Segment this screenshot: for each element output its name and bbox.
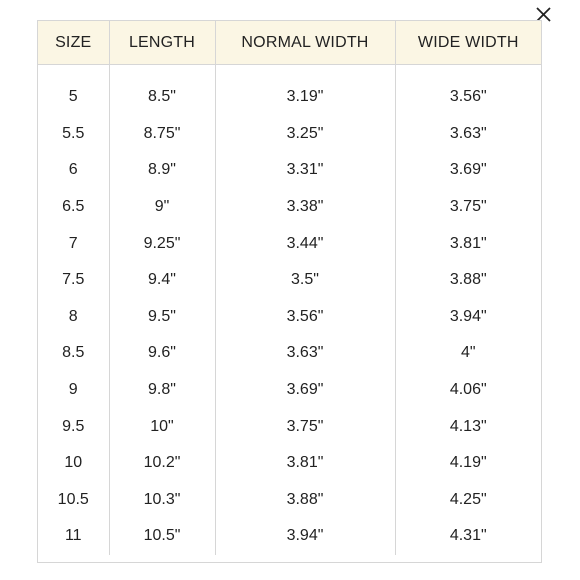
table-row: 9.5 10" 3.75" 4.13" <box>38 408 541 445</box>
normal-width-cell: 3.38" <box>214 188 395 226</box>
normal-width-cell: 3.81" <box>214 444 395 482</box>
wide-width-cell: 3.56" <box>394 64 541 116</box>
wide-width-cell: 3.94" <box>394 298 541 336</box>
wide-width-cell: 3.88" <box>394 261 541 299</box>
size-cell: 5 <box>68 88 78 106</box>
length-cell: 10.3" <box>108 481 215 519</box>
wide-width-cell: 3.81" <box>394 225 541 262</box>
normal-width-cell: 3.69" <box>214 371 395 409</box>
wide-width-cell: 3.63" <box>394 115 541 153</box>
table-row: 5 8.5" 3.19" 3.56" <box>38 64 541 116</box>
table-row: 5.5 8.75" 3.25" 3.63" <box>38 115 541 153</box>
wide-width-cell: 4.06" <box>394 371 541 409</box>
table-row: 11 10.5" 3.94" 4.31" <box>38 518 541 555</box>
wide-width-cell: 3.75" <box>394 188 541 226</box>
wide-width-cell: 4.13" <box>394 408 541 445</box>
table-row: 7.5 9.4" 3.5" 3.88" <box>38 261 541 299</box>
length-cell: 10.2" <box>108 444 215 482</box>
size-cell: 9.5 <box>62 417 85 435</box>
table-row: 7 9.25" 3.44" 3.81" <box>38 225 541 262</box>
normal-width-cell: 3.31" <box>214 152 395 189</box>
size-cell: 6.5 <box>62 198 85 216</box>
wide-width-cell: 4" <box>394 335 541 372</box>
table-row: 9 9.8" 3.69" 4.06" <box>38 371 541 409</box>
normal-width-cell: 3.56" <box>214 298 395 336</box>
size-cell: 10.5 <box>57 490 89 508</box>
normal-width-cell: 3.25" <box>214 115 395 153</box>
header-wide-width: WIDE WIDTH <box>394 21 541 65</box>
length-cell: 8.75" <box>108 115 215 153</box>
length-cell: 9.5" <box>108 298 215 336</box>
table-row: 10.5 10.3" 3.88" 4.25" <box>38 481 541 519</box>
length-cell: 8.5" <box>108 64 215 116</box>
normal-width-cell: 3.44" <box>214 225 395 262</box>
table-row: 8 9.5" 3.56" 3.94" <box>38 298 541 336</box>
table-row: 10 10.2" 3.81" 4.19" <box>38 444 541 482</box>
normal-width-cell: 3.5" <box>214 261 395 299</box>
size-cell: 8 <box>68 307 78 325</box>
size-cell: 6 <box>68 161 78 179</box>
size-cell: 10 <box>64 454 83 472</box>
wide-width-cell: 3.69" <box>394 152 541 189</box>
normal-width-cell: 3.19" <box>214 64 395 116</box>
size-cell: 11 <box>64 527 82 545</box>
size-table: SIZE LENGTH NORMAL WIDTH WIDE WIDTH 5 8.5… <box>38 21 541 555</box>
table-row: 8.5 9.6" 3.63" 4" <box>38 335 541 372</box>
length-cell: 9.6" <box>108 335 215 372</box>
table-header-row: SIZE LENGTH NORMAL WIDTH WIDE WIDTH <box>38 21 541 65</box>
size-cell: 9 <box>68 381 78 399</box>
length-cell: 10" <box>108 408 215 445</box>
header-length: LENGTH <box>108 21 215 65</box>
length-cell: 8.9" <box>108 152 215 189</box>
wide-width-cell: 4.19" <box>394 444 541 482</box>
normal-width-cell: 3.63" <box>214 335 395 372</box>
size-cell: 7.5 <box>62 271 85 289</box>
table-body: 5 8.5" 3.19" 3.56" 5.5 8.75" 3.25" 3.63" 6 8.9" 3.… <box>38 64 541 555</box>
table-row: 6.5 9" 3.38" 3.75" <box>38 188 541 226</box>
table-row: 6 8.9" 3.31" 3.69" <box>38 152 541 189</box>
length-cell: 9.4" <box>108 261 215 299</box>
normal-width-cell: 3.88" <box>214 481 395 519</box>
wide-width-cell: 4.25" <box>394 481 541 519</box>
header-size: SIZE <box>38 21 109 65</box>
normal-width-cell: 3.94" <box>214 518 395 555</box>
length-cell: 10.5" <box>108 518 215 555</box>
size-cell: 8.5 <box>62 344 85 362</box>
size-chart: SIZE LENGTH NORMAL WIDTH WIDE WIDTH 5 8.5… <box>37 20 542 563</box>
close-icon <box>536 7 551 22</box>
length-cell: 9.8" <box>108 371 215 409</box>
length-cell: 9" <box>108 188 215 226</box>
header-normal-width: NORMAL WIDTH <box>214 21 395 65</box>
wide-width-cell: 4.31" <box>394 518 541 555</box>
size-cell: 5.5 <box>62 124 85 142</box>
size-cell: 7 <box>68 234 78 252</box>
length-cell: 9.25" <box>108 225 215 262</box>
normal-width-cell: 3.75" <box>214 408 395 445</box>
close-button[interactable] <box>532 3 554 25</box>
